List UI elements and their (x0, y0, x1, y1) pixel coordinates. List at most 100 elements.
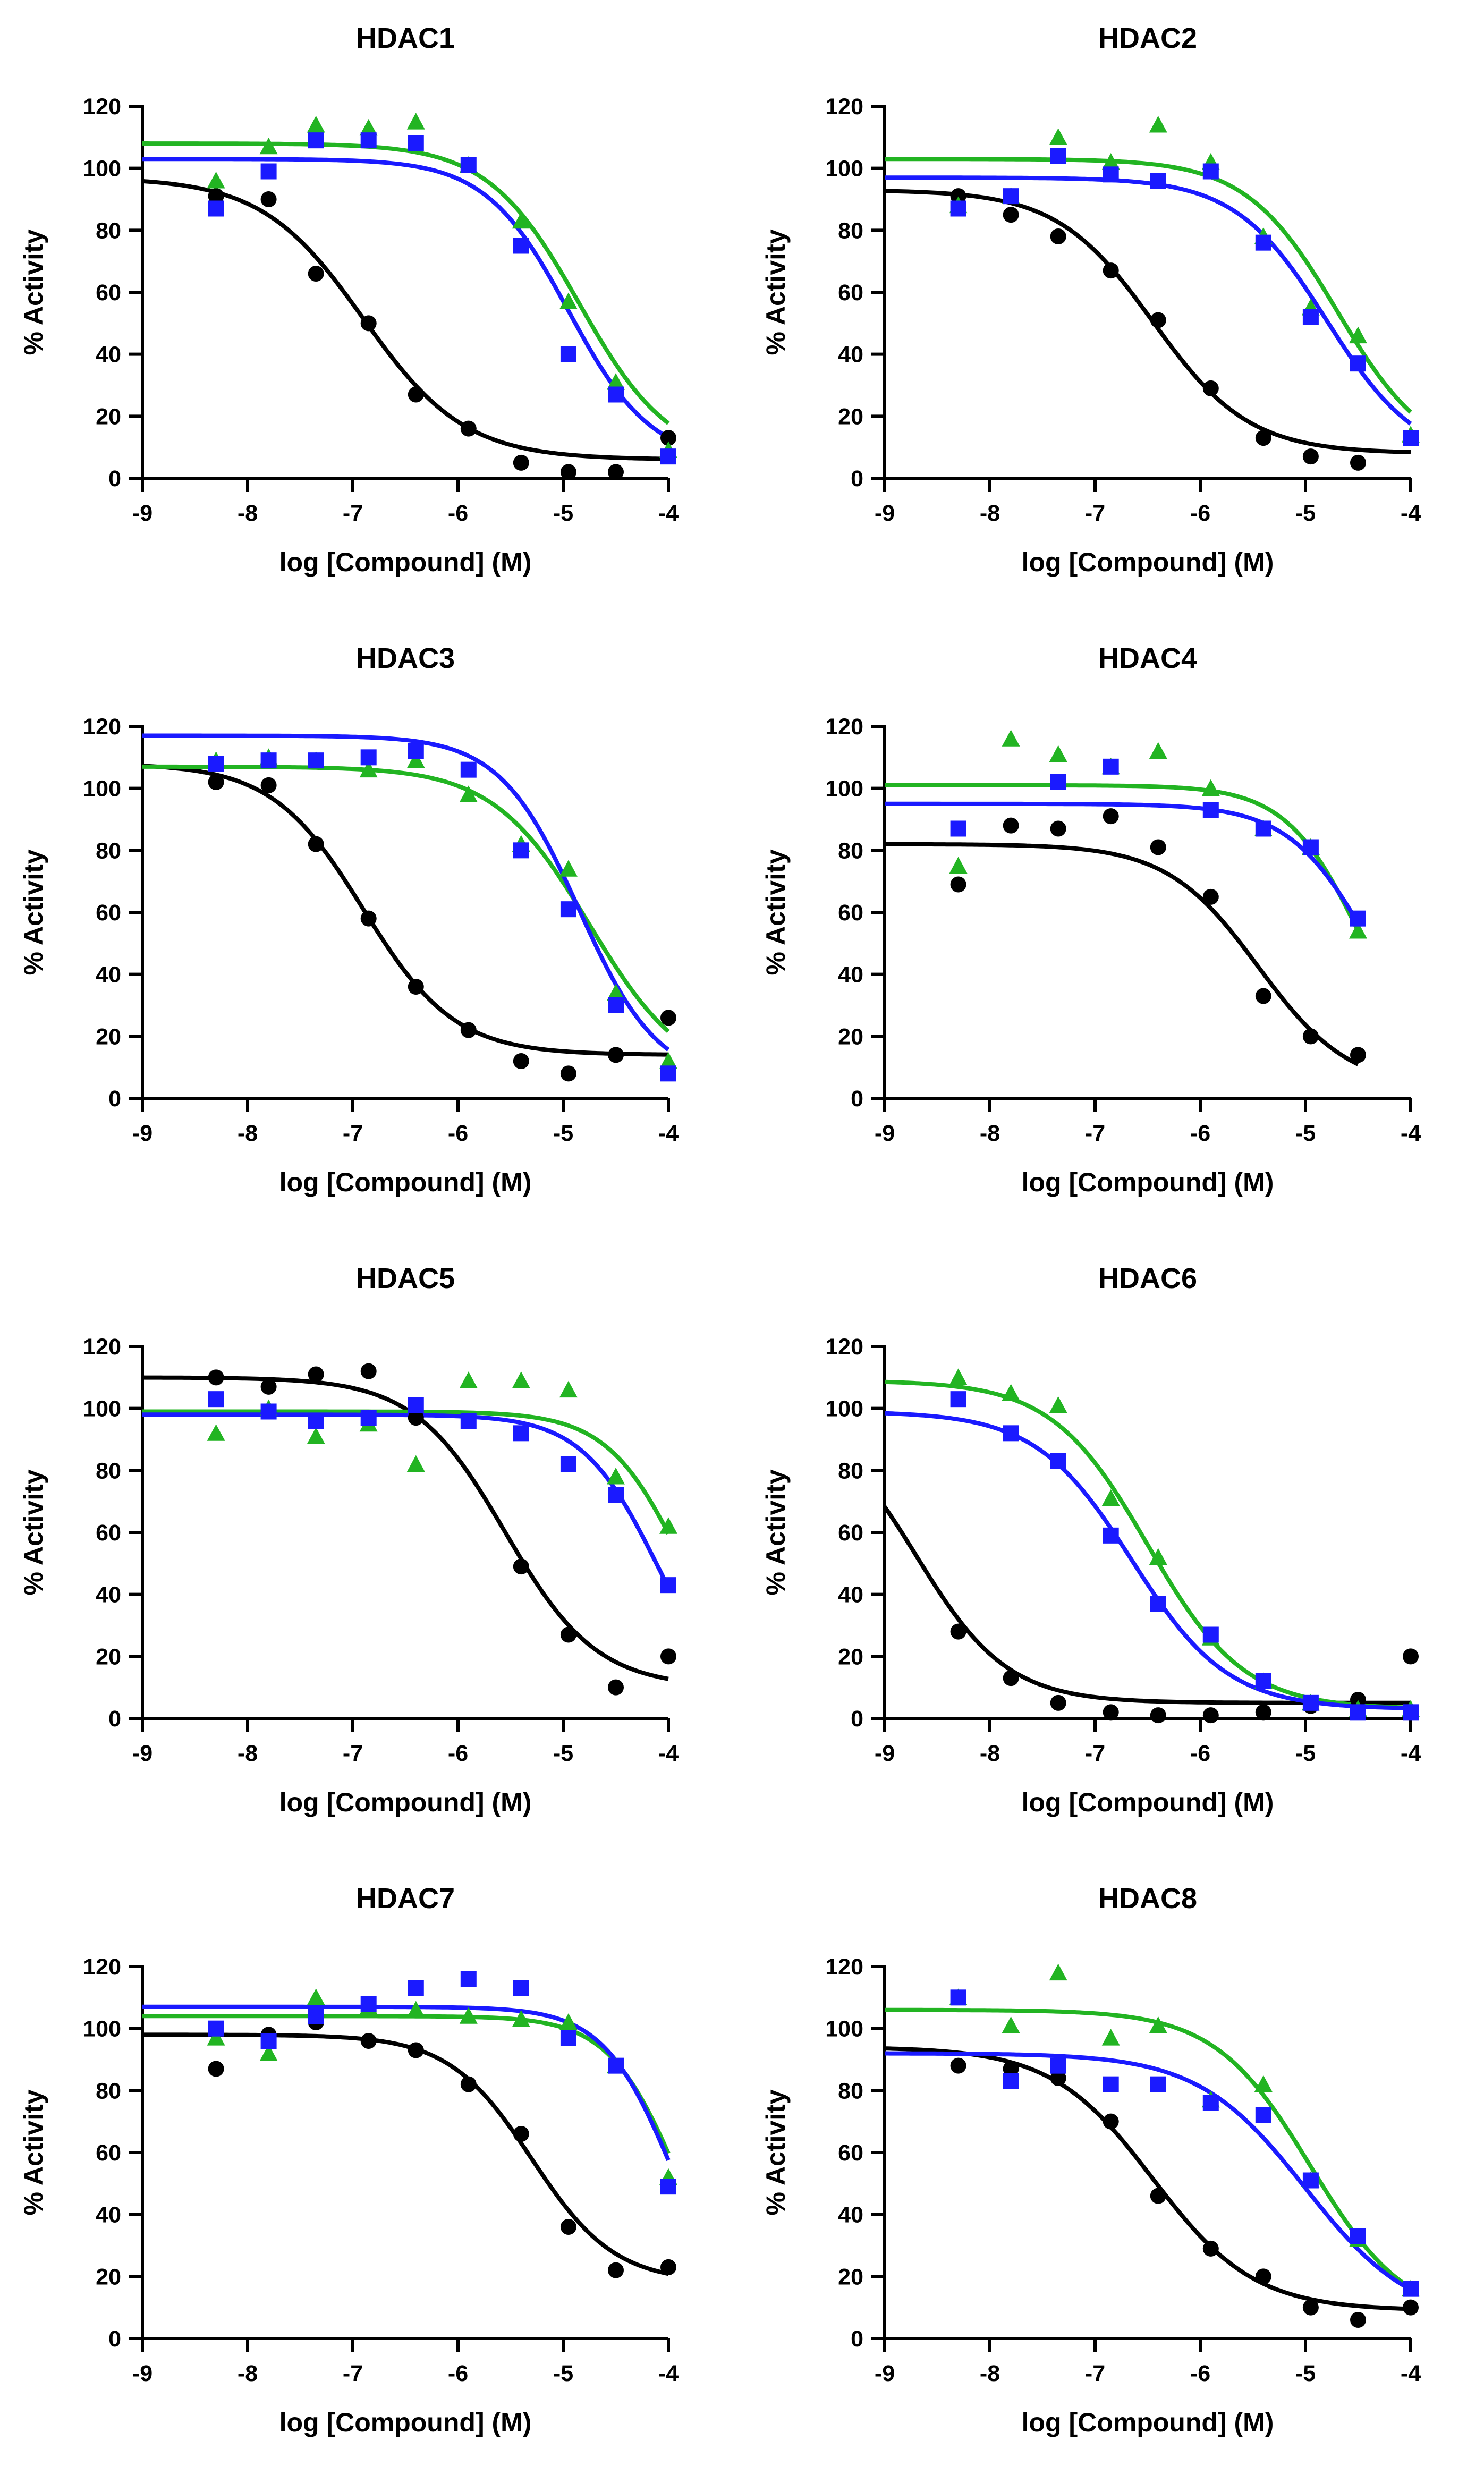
data-point-blue (208, 2020, 224, 2037)
data-point-black (660, 2259, 676, 2275)
fit-curve-blue (885, 801, 1360, 925)
y-tick-label: 100 (83, 1396, 121, 1422)
y-tick-label: 100 (83, 2016, 121, 2042)
x-tick-label: -9 (875, 1741, 895, 1766)
data-point-green (406, 2001, 425, 2018)
chart-title: HDAC8 (1098, 1883, 1197, 1914)
data-point-black (1302, 2299, 1319, 2316)
data-point-black (608, 1047, 624, 1063)
data-point-green (1002, 730, 1020, 747)
x-tick-label: -4 (1401, 1741, 1421, 1766)
data-point-black (208, 188, 224, 205)
y-axis-label: % Activity (761, 849, 791, 975)
data-point-black (260, 191, 277, 207)
x-tick-label: -5 (1295, 2361, 1316, 2386)
data-point-green (1101, 2029, 1120, 2046)
data-point-black (660, 430, 676, 446)
fit-curve-blue (142, 733, 670, 1052)
chart-svg: HDAC4 -9 -8 -7 -6 -5 -4 0 20 40 60 80 100 120 log [Com… (761, 642, 1421, 1197)
y-tick-label: 100 (83, 776, 121, 802)
data-point-blue (1403, 1704, 1419, 1721)
data-point-black (1050, 228, 1066, 244)
y-tick-label: 0 (851, 2326, 863, 2352)
y-tick-label: 60 (838, 900, 863, 926)
data-point-black (408, 386, 424, 403)
y-tick-label: 60 (96, 900, 121, 926)
x-tick-label: -4 (658, 1121, 679, 1146)
data-point-black (1302, 1028, 1319, 1045)
fit-curve-green (885, 2007, 1412, 2290)
y-tick-label: 100 (825, 156, 863, 182)
x-tick-label: -6 (448, 501, 468, 526)
data-point-black (460, 2076, 477, 2092)
data-point-blue (1003, 2073, 1019, 2089)
x-axis-label: log [Compound] (M) (279, 1167, 532, 1197)
y-tick-label: 40 (96, 1582, 121, 1608)
data-point-black (208, 774, 224, 790)
data-point-green (659, 1052, 677, 1069)
y-tick-label: 100 (825, 2016, 863, 2042)
data-point-blue (513, 1425, 529, 1442)
data-point-green (1101, 153, 1120, 170)
data-point-green (512, 211, 530, 229)
data-point-green (406, 1455, 425, 1472)
y-tick-label: 60 (96, 2140, 121, 2166)
chart-svg: HDAC2 -9 -8 -7 -6 -5 -4 0 20 40 60 80 100 120 log [Com… (761, 22, 1421, 577)
x-tick-label: -4 (658, 2361, 679, 2386)
data-point-green (559, 2013, 578, 2030)
data-point-blue (408, 1397, 424, 1413)
chart-panel-hdac8: HDAC8 -9 -8 -7 -6 -5 -4 0 20 40 60 80 100 120 log [Com… (742, 1860, 1484, 2480)
y-tick-label: 60 (96, 280, 121, 306)
data-point-green (406, 113, 425, 130)
data-point-blue (1403, 430, 1419, 446)
x-tick-label: -8 (980, 501, 1000, 526)
y-tick-label: 40 (96, 2202, 121, 2228)
data-point-blue (1050, 774, 1066, 790)
data-point-black (1050, 2070, 1066, 2086)
y-tick-label: 40 (838, 2202, 863, 2228)
x-tick-label: -6 (1190, 501, 1210, 526)
y-tick-label: 60 (838, 280, 863, 306)
data-point-green (259, 137, 278, 155)
data-point-blue (360, 132, 377, 149)
data-point-blue (660, 1065, 676, 1082)
y-tick-label: 40 (838, 342, 863, 368)
data-point-blue (1103, 166, 1119, 183)
data-point-black (260, 1378, 277, 1395)
data-point-blue (608, 2057, 624, 2074)
data-point-black (408, 979, 424, 995)
x-tick-label: -5 (1295, 501, 1316, 526)
chart-title: HDAC4 (1098, 642, 1197, 674)
x-tick-label: -7 (1085, 1121, 1105, 1146)
data-point-blue (950, 1391, 966, 1408)
chart-title: HDAC1 (356, 22, 455, 54)
x-tick-label: -9 (875, 1121, 895, 1146)
data-point-black (608, 1679, 624, 1696)
y-tick-label: 0 (108, 2326, 121, 2352)
data-point-black (1403, 2299, 1419, 2316)
data-point-black (608, 464, 624, 480)
data-point-black (260, 777, 277, 793)
y-tick-label: 120 (825, 1334, 863, 1360)
fit-curve-green (142, 764, 670, 1033)
data-point-blue (950, 820, 966, 837)
data-point-green (559, 860, 578, 877)
data-point-blue (460, 157, 477, 173)
data-point-green (949, 1368, 968, 1385)
x-tick-label: -5 (553, 2361, 573, 2386)
data-point-green (1049, 1963, 1067, 1981)
data-point-blue (1050, 2057, 1066, 2074)
data-point-blue (950, 1989, 966, 2006)
x-tick-label: -8 (980, 1741, 1000, 1766)
data-point-green (1149, 116, 1167, 133)
x-tick-label: -7 (1085, 1741, 1105, 1766)
data-point-black (1255, 1704, 1271, 1721)
y-tick-label: 0 (108, 466, 121, 491)
data-point-blue (1003, 188, 1019, 205)
data-point-black (950, 1623, 966, 1640)
fit-curve-blue (885, 175, 1412, 426)
y-axis-label: % Activity (19, 229, 48, 355)
data-point-black (1103, 808, 1119, 825)
data-point-black (513, 1558, 529, 1575)
fit-curve-green (142, 1409, 671, 1535)
